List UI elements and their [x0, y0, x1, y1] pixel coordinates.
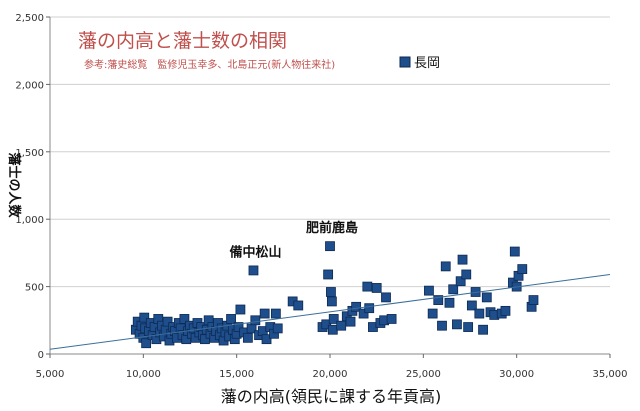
data-point	[455, 276, 466, 287]
data-points	[130, 241, 539, 349]
data-point	[323, 269, 334, 280]
x-tick-label: 20,000	[313, 369, 348, 380]
x-tick-label: 5,000	[36, 369, 65, 380]
y-tick-labels: 0 500 1,000 1,500 2,000 2,500	[15, 13, 50, 361]
y-tick-label: 1,000	[15, 215, 44, 226]
data-point	[509, 246, 520, 257]
data-point	[321, 319, 332, 330]
y-tick-label: 2,500	[15, 13, 44, 24]
data-point	[500, 305, 511, 316]
data-point	[328, 314, 339, 324]
data-point	[248, 265, 259, 276]
data-point	[272, 323, 283, 334]
data-point	[162, 316, 173, 327]
data-point	[293, 300, 304, 311]
data-point	[261, 334, 272, 345]
annotation-label: 備中松山	[229, 244, 281, 260]
data-point	[433, 295, 444, 305]
data-point	[351, 301, 362, 312]
data-point	[452, 319, 462, 330]
data-point	[478, 324, 488, 335]
x-tick-label: 10,000	[126, 369, 161, 380]
data-point	[466, 300, 477, 311]
data-point	[327, 324, 338, 335]
data-point	[358, 308, 369, 319]
data-point	[463, 322, 474, 332]
data-point	[424, 285, 434, 296]
data-point	[233, 322, 244, 332]
chart-title: 藩の内高と藩士数の相関	[78, 30, 287, 52]
data-point	[270, 308, 281, 319]
data-point	[474, 308, 485, 319]
data-point	[139, 312, 150, 323]
data-point	[457, 254, 468, 265]
data-point	[427, 308, 438, 319]
annotations: 備中松山 肥前鹿島	[229, 220, 358, 260]
chart-subtitle: 参考:藩史総覧 監修児玉幸多、北島正元(新人物往来社)	[84, 58, 335, 71]
data-point	[437, 320, 447, 331]
y-tick-label: 0	[38, 350, 44, 361]
data-point	[345, 316, 356, 327]
data-point	[461, 269, 472, 280]
data-point	[364, 303, 375, 314]
annotation-label: 肥前鹿島	[306, 220, 358, 236]
x-tick-labels: 5,000 10,000 15,000 20,000 25,000 30,000 35,00…	[36, 354, 628, 380]
x-tick-label: 15,000	[219, 369, 254, 380]
data-point	[481, 292, 492, 303]
data-point	[259, 308, 270, 319]
data-point	[141, 338, 152, 349]
data-point	[381, 292, 391, 303]
legend-marker	[399, 56, 411, 68]
data-point	[444, 297, 455, 308]
data-point	[326, 287, 336, 297]
data-point	[235, 304, 246, 315]
data-point	[528, 295, 539, 305]
data-point	[386, 314, 397, 324]
x-tick-label: 30,000	[499, 369, 534, 380]
data-point	[250, 315, 261, 326]
y-tick-label: 1,500	[15, 148, 44, 159]
data-point	[448, 284, 459, 295]
data-point	[326, 296, 337, 307]
data-point	[371, 283, 382, 293]
data-point	[179, 314, 190, 324]
y-axis-title: 藩士の人数	[6, 152, 22, 218]
data-point	[226, 314, 236, 324]
data-point	[242, 332, 253, 343]
trend-line	[49, 273, 611, 350]
data-point	[336, 320, 347, 331]
x-axis-title: 藩の内高(領民に課する年貢高)	[221, 387, 442, 406]
legend-label: 長岡	[414, 56, 440, 71]
x-tick-label: 25,000	[406, 369, 441, 380]
y-tick-label: 2,000	[15, 80, 44, 91]
data-point	[517, 264, 528, 274]
y-tick-label: 500	[25, 283, 44, 294]
x-tick-label: 35,000	[593, 369, 628, 380]
data-point	[362, 281, 373, 292]
data-point	[440, 261, 451, 272]
data-point	[325, 241, 335, 252]
